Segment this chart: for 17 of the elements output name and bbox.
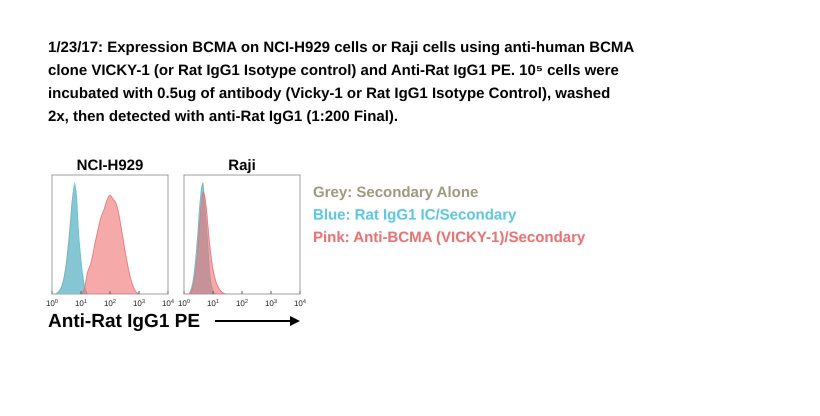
chart-title: NCI-H929	[76, 157, 144, 174]
x-tick-label: 10$^{4}$	[294, 299, 306, 308]
text: 1/23/17: Expression BCMA on NCI-H929 cells or Raji cells using anti-human BCMA clone VICKY-1 (or Rat IgG1 Isotype control) and Anti-Rat IgG1 PE. 10⁵ cells were incubated with 0.5ug of antibody (Vicky-1 or Rat IgG1 Isotype Control), washed 2x, then detected with anti-Rat IgG1 (1:200 Final).	[48, 39, 634, 125]
x-axis-title: Anti-Rat IgG1 PE	[48, 311, 200, 332]
x-tick-label: 10$^{2}$	[236, 299, 248, 308]
chart-title: Raji	[228, 157, 256, 174]
x-tick-label: 10$^{3}$	[132, 299, 146, 308]
text: Grey: Secondary Alone	[313, 184, 478, 201]
x-tick-label: 10$^{1}$	[74, 299, 88, 308]
x-tick-label: 10$^{4}$	[162, 299, 174, 308]
x-tick-label: 10$^{3}$	[264, 299, 278, 308]
x-tick-label: 10$^{1}$	[206, 299, 220, 308]
text: Pink: Anti-BCMA (VICKY-1)/Secondary	[313, 229, 586, 246]
x-tick-label: 10$^{0}$	[46, 299, 58, 308]
text: Blue: Rat IgG1 IC/Secondary	[313, 206, 518, 224]
x-tick-label: 10$^{2}$	[104, 299, 116, 308]
x-tick-label: 10$^{0}$	[178, 299, 190, 308]
